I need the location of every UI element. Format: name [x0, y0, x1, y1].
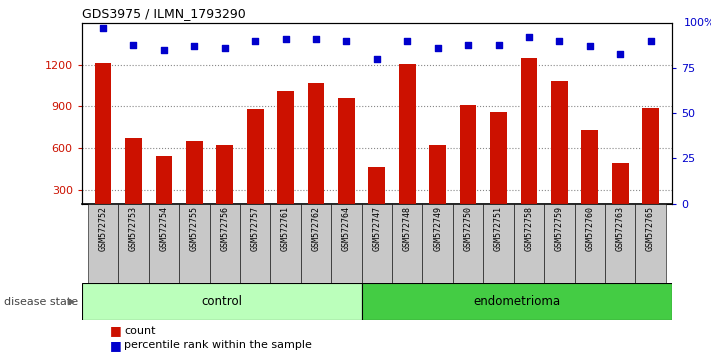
Bar [301, 204, 331, 283]
Point [462, 42, 474, 47]
Bar [186, 141, 203, 231]
Text: GSM572750: GSM572750 [464, 206, 473, 251]
Bar [483, 204, 514, 283]
Bar [88, 204, 118, 283]
Bar [422, 204, 453, 283]
Bar [399, 64, 416, 231]
Text: endometrioma: endometrioma [474, 295, 560, 308]
Text: GSM572760: GSM572760 [585, 206, 594, 251]
Text: GSM572765: GSM572765 [646, 206, 655, 251]
Bar [490, 112, 507, 231]
Bar [118, 204, 149, 283]
Text: 100%: 100% [684, 18, 711, 28]
Bar [582, 130, 598, 231]
Point [614, 51, 626, 57]
Text: count: count [124, 326, 156, 336]
Text: GSM572752: GSM572752 [99, 206, 107, 251]
Bar [247, 109, 264, 231]
Bar [460, 105, 476, 231]
Point [341, 38, 352, 44]
Text: GSM572755: GSM572755 [190, 206, 199, 251]
Point [523, 35, 535, 40]
Bar [210, 204, 240, 283]
Text: GSM572764: GSM572764 [342, 206, 351, 251]
Bar [156, 156, 172, 231]
Bar [270, 204, 301, 283]
Text: ■: ■ [110, 339, 122, 352]
Bar [308, 83, 324, 231]
Bar [125, 138, 141, 231]
Bar [95, 63, 112, 231]
Bar [216, 145, 233, 231]
Bar [82, 283, 362, 320]
Bar [642, 108, 659, 231]
Text: GSM572759: GSM572759 [555, 206, 564, 251]
Point [128, 42, 139, 47]
Text: GSM572756: GSM572756 [220, 206, 229, 251]
Bar [240, 204, 270, 283]
Text: GSM572749: GSM572749 [433, 206, 442, 251]
Text: disease state: disease state [4, 297, 77, 307]
Point [280, 36, 292, 42]
Point [645, 38, 656, 44]
Bar [429, 145, 446, 231]
Point [432, 45, 444, 51]
Point [584, 44, 595, 49]
Point [402, 38, 413, 44]
Text: ■: ■ [110, 325, 122, 337]
Text: GSM572753: GSM572753 [129, 206, 138, 251]
Bar [149, 204, 179, 283]
Bar [605, 204, 636, 283]
Point [250, 38, 261, 44]
Bar [453, 204, 483, 283]
Bar [551, 81, 567, 231]
Point [219, 45, 230, 51]
Bar [514, 204, 544, 283]
Bar [362, 204, 392, 283]
Bar [636, 204, 665, 283]
Bar [392, 204, 422, 283]
Text: GSM572763: GSM572763 [616, 206, 625, 251]
Point [188, 44, 200, 49]
Bar [368, 167, 385, 231]
Point [310, 36, 321, 42]
Point [159, 47, 170, 53]
Point [493, 42, 504, 47]
Bar [362, 283, 672, 320]
Text: GSM572748: GSM572748 [402, 206, 412, 251]
Bar [277, 91, 294, 231]
Text: GSM572761: GSM572761 [281, 206, 290, 251]
Text: GSM572751: GSM572751 [494, 206, 503, 251]
Bar [574, 204, 605, 283]
Point [371, 56, 383, 62]
Bar [520, 58, 538, 231]
Bar [331, 204, 362, 283]
Bar [179, 204, 210, 283]
Text: GSM572758: GSM572758 [525, 206, 533, 251]
Bar [612, 163, 629, 231]
Text: GSM572747: GSM572747 [373, 206, 381, 251]
Text: GSM572762: GSM572762 [311, 206, 321, 251]
Bar [544, 204, 574, 283]
Text: control: control [201, 295, 242, 308]
Text: GSM572757: GSM572757 [251, 206, 260, 251]
Text: GSM572754: GSM572754 [159, 206, 169, 251]
Bar [338, 98, 355, 231]
Point [554, 38, 565, 44]
Point [97, 25, 109, 31]
Text: GDS3975 / ILMN_1793290: GDS3975 / ILMN_1793290 [82, 7, 245, 21]
Text: percentile rank within the sample: percentile rank within the sample [124, 340, 312, 350]
